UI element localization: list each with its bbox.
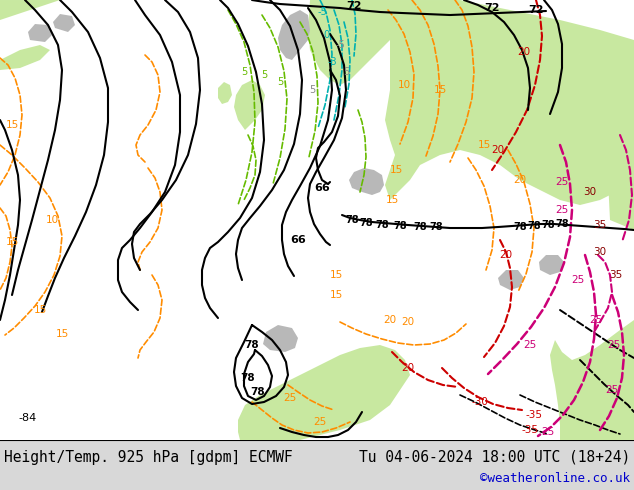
- Polygon shape: [0, 0, 60, 20]
- Polygon shape: [349, 168, 384, 195]
- Text: 78: 78: [345, 215, 359, 225]
- Text: 15: 15: [34, 305, 47, 315]
- Polygon shape: [53, 14, 75, 32]
- Polygon shape: [0, 45, 50, 70]
- Text: 5: 5: [261, 70, 267, 80]
- Text: 15: 15: [434, 85, 446, 95]
- Text: 78: 78: [413, 222, 427, 232]
- Text: 25: 25: [283, 393, 297, 403]
- Polygon shape: [238, 345, 410, 440]
- Text: Height/Temp. 925 hPa [gdpm] ECMWF: Height/Temp. 925 hPa [gdpm] ECMWF: [4, 449, 293, 465]
- Text: 78: 78: [555, 219, 569, 229]
- Text: 15: 15: [55, 329, 68, 339]
- Text: 5: 5: [343, 67, 349, 77]
- Text: 30: 30: [593, 247, 607, 257]
- Text: -35: -35: [526, 410, 543, 420]
- Text: 25: 25: [555, 205, 569, 215]
- Text: 78: 78: [241, 373, 256, 383]
- Text: 15: 15: [385, 195, 399, 205]
- Text: 25: 25: [524, 340, 536, 350]
- Text: 0: 0: [323, 30, 329, 40]
- Polygon shape: [308, 0, 390, 85]
- Text: 25: 25: [590, 315, 603, 325]
- Text: 78: 78: [541, 220, 555, 230]
- Text: 15: 15: [5, 237, 18, 247]
- Text: 20: 20: [514, 175, 527, 185]
- Text: 20: 20: [401, 317, 415, 327]
- Text: 72: 72: [528, 5, 544, 15]
- Text: 35: 35: [609, 270, 623, 280]
- Text: -5: -5: [317, 7, 327, 17]
- Text: 20: 20: [384, 315, 396, 325]
- Text: 15: 15: [477, 140, 491, 150]
- Text: 35: 35: [593, 220, 607, 230]
- Text: 25: 25: [555, 177, 569, 187]
- Text: 78: 78: [250, 387, 265, 397]
- Polygon shape: [28, 24, 52, 42]
- Text: 5: 5: [241, 67, 247, 77]
- Polygon shape: [550, 320, 634, 440]
- Text: 66: 66: [314, 183, 330, 193]
- Text: -35: -35: [522, 425, 538, 435]
- Text: 15: 15: [5, 120, 18, 130]
- Polygon shape: [218, 82, 232, 104]
- Text: 10: 10: [398, 80, 411, 90]
- Text: 78: 78: [513, 222, 527, 232]
- Text: 25: 25: [571, 275, 585, 285]
- Text: 78: 78: [359, 218, 373, 228]
- Text: 25: 25: [541, 427, 555, 437]
- Text: 20: 20: [500, 250, 512, 260]
- Text: -3: -3: [327, 57, 337, 67]
- Text: 5: 5: [309, 85, 315, 95]
- Text: 5: 5: [277, 77, 283, 87]
- Text: 10: 10: [46, 215, 58, 225]
- Text: 78: 78: [429, 222, 443, 232]
- Text: 20: 20: [401, 363, 415, 373]
- Polygon shape: [385, 0, 634, 205]
- Polygon shape: [498, 270, 524, 290]
- Text: 78: 78: [393, 221, 407, 231]
- Text: Tu 04-06-2024 18:00 UTC (18+24): Tu 04-06-2024 18:00 UTC (18+24): [359, 449, 630, 465]
- Polygon shape: [605, 90, 634, 230]
- Text: 25: 25: [313, 417, 327, 427]
- Text: 72: 72: [484, 3, 500, 13]
- Text: 15: 15: [330, 270, 342, 280]
- Text: -5: -5: [335, 40, 345, 50]
- Text: 15: 15: [330, 290, 342, 300]
- Text: 20: 20: [491, 145, 505, 155]
- Text: 30: 30: [583, 187, 597, 197]
- Text: -84: -84: [18, 413, 36, 423]
- Text: 78: 78: [245, 340, 259, 350]
- Text: ©weatheronline.co.uk: ©weatheronline.co.uk: [480, 471, 630, 485]
- Text: -30: -30: [472, 397, 488, 407]
- Text: 66: 66: [290, 235, 306, 245]
- Polygon shape: [263, 325, 298, 352]
- Text: 25: 25: [607, 340, 621, 350]
- Text: 25: 25: [605, 385, 619, 395]
- Polygon shape: [234, 80, 265, 130]
- Text: 20: 20: [517, 47, 531, 57]
- Text: 78: 78: [375, 220, 389, 230]
- Polygon shape: [539, 255, 565, 275]
- Polygon shape: [278, 10, 310, 60]
- Text: 72: 72: [346, 1, 362, 11]
- Text: 78: 78: [527, 221, 541, 231]
- Text: 15: 15: [389, 165, 403, 175]
